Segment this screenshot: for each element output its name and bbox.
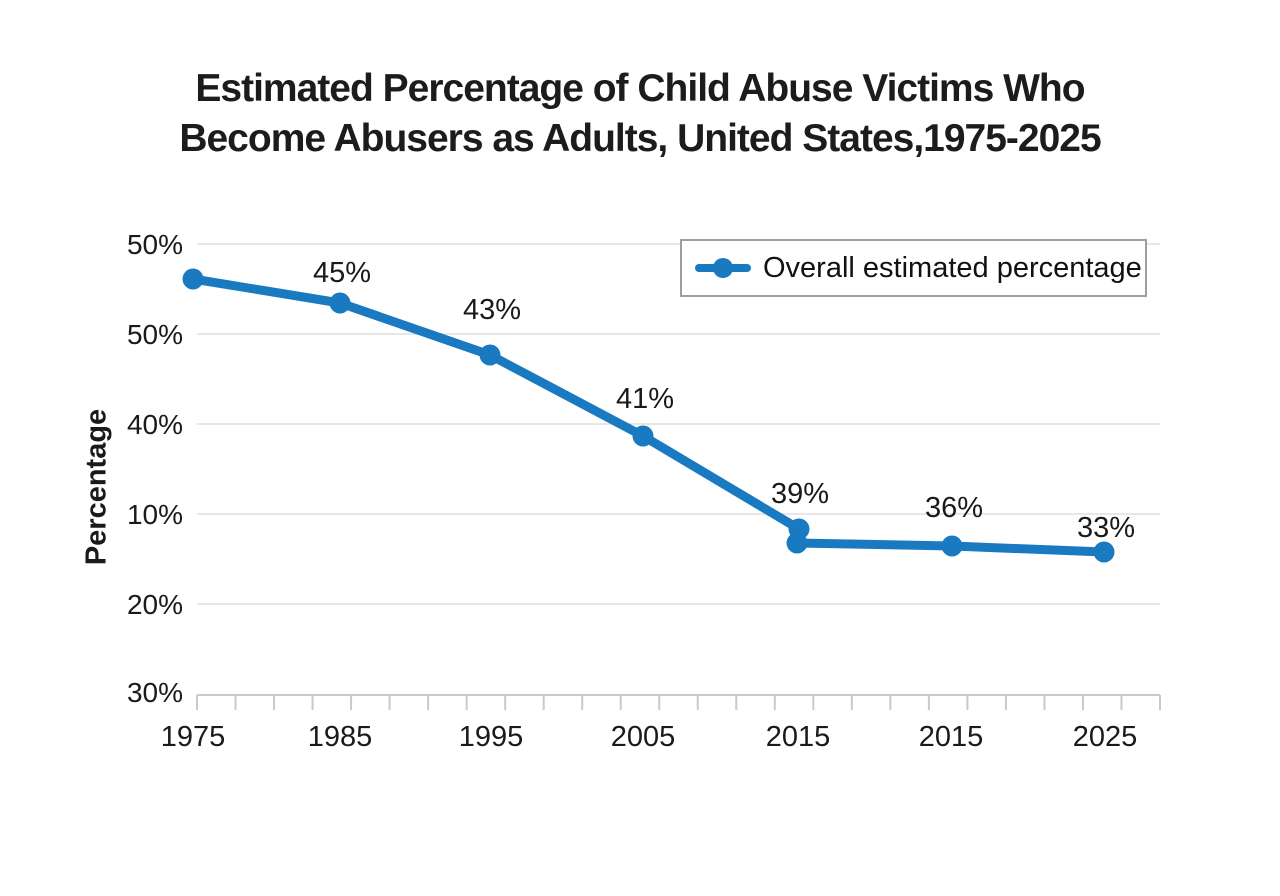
chart-title-line1: Estimated Percentage of Child Abuse Vict… [195, 67, 1085, 110]
x-axis-tick-label: 2015 [766, 721, 831, 753]
legend-label: Overall estimated percentage [763, 251, 1142, 284]
data-point-label: 33% [1077, 512, 1135, 544]
series-line [188, 274, 1109, 557]
legend-line-marker-icon [695, 258, 751, 278]
data-point-marker [1093, 541, 1115, 563]
data-point-marker [786, 532, 808, 554]
y-axis-tick-label: 50% [127, 229, 183, 260]
y-axis-tick-label: 30% [127, 677, 183, 708]
data-point-marker [479, 344, 501, 366]
data-point-marker [632, 425, 654, 447]
x-axis-tick-label: 2015 [919, 721, 984, 753]
legend: Overall estimated percentage [680, 239, 1147, 297]
data-point-marker [941, 535, 963, 557]
data-point-label: 45% [313, 257, 371, 289]
data-point-label: 43% [463, 294, 521, 326]
legend-dot-icon [713, 258, 733, 278]
y-axis-tick-label: 40% [127, 409, 183, 440]
chart-title-line2: Become Abusers as Adults, United States,… [179, 117, 1101, 160]
x-axis-tick-label: 2025 [1073, 721, 1138, 753]
y-axis-tick-label: 10% [127, 499, 183, 530]
data-point-label: 41% [616, 383, 674, 415]
data-point-label: 36% [925, 492, 983, 524]
x-axis-tick-label: 1995 [459, 721, 524, 753]
x-axis-tick-label: 1975 [161, 721, 226, 753]
chart-title: Estimated Percentage of Child Abuse Vict… [0, 64, 1280, 164]
x-axis-tick-label: 2005 [611, 721, 676, 753]
data-point-marker [329, 292, 351, 314]
data-point-label: 39% [771, 478, 829, 510]
y-axis-tick-label: 50% [127, 319, 183, 350]
y-axis-title: Percentage [80, 408, 113, 566]
x-axis-tick-label: 1985 [308, 721, 373, 753]
data-point-marker [182, 268, 204, 290]
y-axis-tick-label: 20% [127, 589, 183, 620]
